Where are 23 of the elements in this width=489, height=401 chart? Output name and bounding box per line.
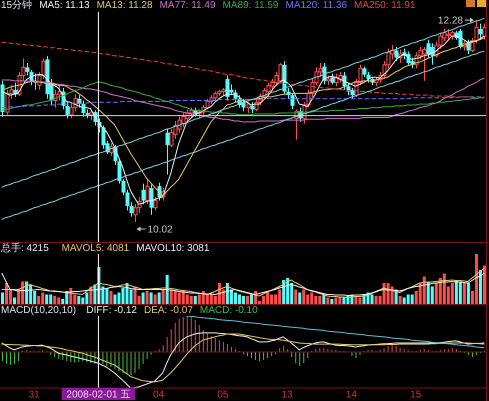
chart-title: 15分钟: [1, 0, 32, 11]
text: MA250: 11.91: [354, 0, 416, 11]
chart-title: MACD(10,20,10): [1, 305, 76, 316]
text: MA77: 11.49: [160, 0, 216, 11]
text: MA89: 11.59: [222, 0, 278, 11]
text: MAVOL5: 4081: [62, 243, 130, 254]
x-tick-label: 05: [217, 390, 229, 400]
text: MA13: 11.28: [96, 0, 153, 11]
x-tick-label: 14: [346, 390, 358, 400]
text: 10.02: [148, 224, 174, 236]
text: MA5: 11.13: [39, 0, 90, 11]
x-tick-label: 04: [153, 390, 165, 400]
text: DIFF: -0.12: [86, 305, 137, 316]
x-tick-label: 31: [28, 390, 40, 400]
text: MAVOL10: 3081: [136, 243, 210, 254]
text: MA120: 11.36: [286, 0, 348, 11]
text: DEA: -0.07: [144, 305, 193, 316]
x-tick-label: 2008-02-01 五: [66, 390, 130, 400]
annotation: 12.28: [438, 16, 464, 27]
chart-title: 总手: 4215: [1, 243, 49, 254]
x-tick-label: 15: [410, 390, 422, 400]
series-label: MACD: -0.10: [200, 305, 258, 316]
x-tick-label: 13: [282, 390, 294, 400]
